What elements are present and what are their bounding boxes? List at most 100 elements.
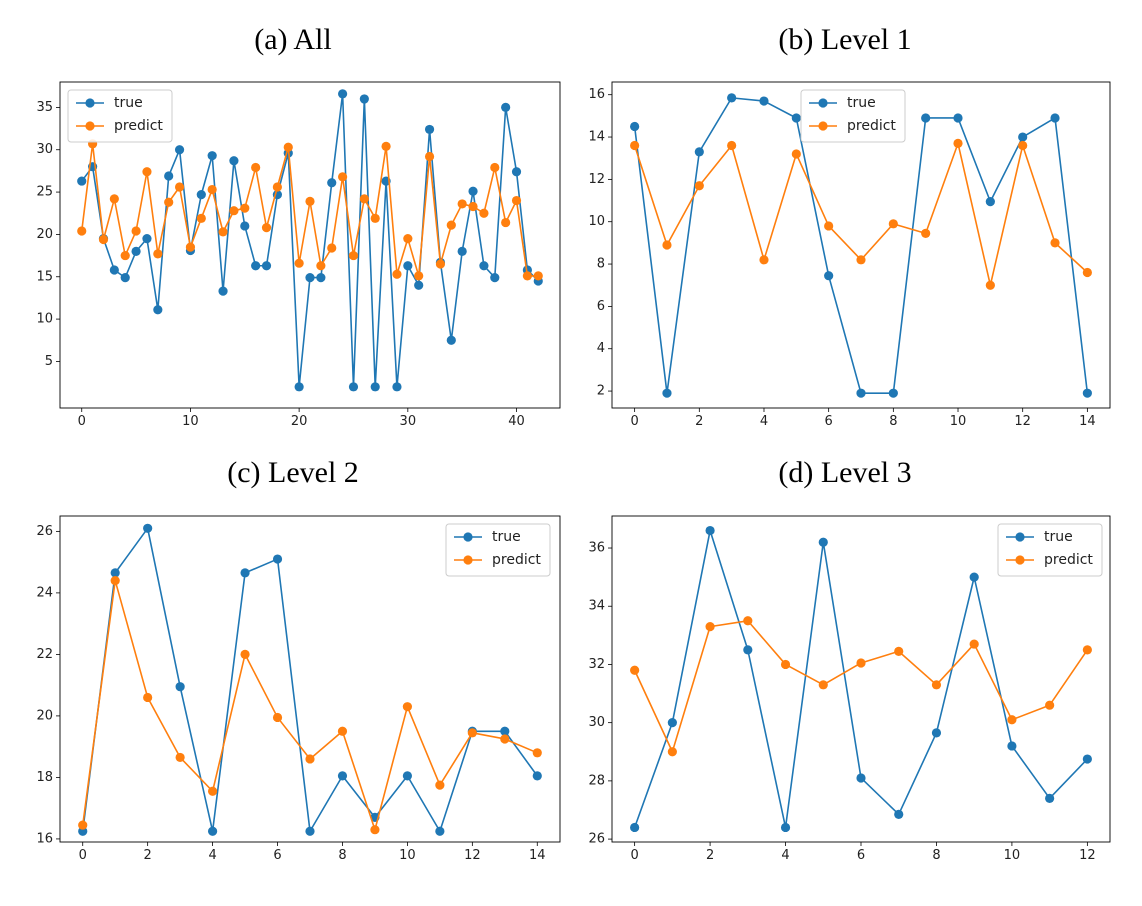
data-point-true — [359, 94, 369, 104]
data-point-predict — [435, 780, 445, 790]
data-point-predict — [931, 680, 942, 690]
x-tick-label: 6 — [825, 414, 833, 429]
y-tick-label: 16 — [588, 87, 605, 102]
data-point-true — [667, 718, 677, 728]
data-point-predict — [424, 151, 435, 162]
data-point-predict — [468, 201, 478, 212]
data-point-true — [921, 113, 931, 123]
data-point-predict — [164, 197, 174, 207]
y-tick-label: 2 — [597, 384, 605, 399]
data-point-predict — [446, 220, 456, 230]
data-point-true — [457, 246, 467, 256]
x-tick-label: 0 — [78, 414, 86, 429]
data-point-true — [894, 809, 904, 819]
data-point-predict — [743, 616, 753, 626]
subplot-title: (d) Level 3 — [778, 456, 911, 489]
x-tick-label: 30 — [400, 414, 417, 429]
data-point-predict — [1082, 645, 1092, 655]
data-point-predict — [305, 754, 315, 764]
y-tick-label: 15 — [36, 269, 53, 284]
data-point-true — [759, 96, 769, 106]
data-point-true — [337, 771, 348, 781]
data-point-true — [402, 771, 413, 781]
y-tick-label: 4 — [597, 341, 605, 356]
data-point-true — [501, 102, 511, 113]
data-point-predict — [392, 269, 402, 279]
data-point-true — [305, 826, 315, 836]
legend-marker-predict — [85, 121, 95, 131]
data-point-true — [511, 167, 522, 177]
legend-marker-predict — [463, 555, 473, 565]
data-point-true — [424, 124, 435, 135]
legend-marker-true — [85, 98, 95, 108]
x-tick-label: 10 — [1004, 848, 1021, 863]
data-point-true — [305, 273, 315, 283]
data-point-predict — [131, 226, 141, 236]
data-point-true — [780, 822, 791, 833]
subplot-1: (a) All 0 10 20 30 40 5 10 15 20 25 30 35 true predict — [36, 23, 561, 429]
data-point-predict — [338, 172, 348, 182]
y-tick-label: 20 — [36, 708, 53, 723]
y-tick-label: 35 — [36, 100, 53, 115]
data-point-true — [468, 186, 478, 196]
subplot-title: (c) Level 2 — [227, 456, 359, 489]
data-point-predict — [780, 659, 791, 670]
data-point-true — [985, 197, 995, 207]
legend: true predict — [997, 523, 1103, 577]
data-point-true — [229, 156, 239, 166]
y-tick-label: 30 — [588, 715, 605, 730]
y-tick-label: 26 — [36, 524, 53, 539]
data-point-true — [953, 113, 963, 123]
y-tick-label: 16 — [36, 831, 53, 846]
data-point-predict — [414, 271, 424, 281]
data-point-predict — [207, 184, 217, 195]
data-point-true — [175, 682, 185, 692]
data-point-predict — [894, 646, 904, 656]
data-point-predict — [1045, 700, 1055, 710]
data-point-true — [240, 221, 250, 231]
x-tick-label: 40 — [508, 414, 525, 429]
y-tick-label: 36 — [588, 541, 605, 556]
x-tick-label: 6 — [273, 848, 281, 863]
data-point-true — [630, 121, 640, 132]
data-point-predict — [218, 227, 228, 237]
data-point-predict — [1050, 238, 1060, 248]
y-tick-label: 24 — [36, 585, 53, 600]
data-point-true — [969, 572, 979, 582]
data-point-true — [856, 388, 866, 398]
legend-label-predict: predict — [114, 118, 163, 134]
y-tick-label: 8 — [597, 257, 605, 272]
data-point-true — [662, 388, 672, 398]
data-point-true — [196, 190, 206, 200]
subplot-title: (b) Level 1 — [778, 23, 911, 56]
data-point-predict — [185, 242, 196, 252]
legend: true predict — [445, 523, 551, 577]
data-point-true — [818, 537, 828, 547]
data-point-predict — [501, 217, 511, 228]
data-point-true — [327, 178, 337, 188]
data-point-predict — [824, 221, 834, 231]
y-tick-label: 26 — [588, 832, 605, 847]
y-tick-label: 10 — [36, 312, 53, 327]
data-point-predict — [327, 243, 337, 253]
data-point-true — [251, 261, 261, 271]
data-point-predict — [109, 194, 119, 204]
y-tick-label: 14 — [588, 130, 605, 145]
subplot-4: (d) Level 3 0 2 4 6 8 10 12 26 28 30 32 34 36 true pred… — [588, 456, 1111, 863]
data-point-predict — [490, 162, 500, 173]
x-tick-label: 2 — [695, 414, 703, 429]
data-point-predict — [381, 141, 391, 151]
y-tick-label: 6 — [597, 299, 605, 314]
data-point-true — [490, 273, 500, 283]
legend-marker-predict — [1015, 555, 1025, 565]
legend-label-predict: predict — [492, 552, 541, 568]
data-point-predict — [457, 199, 467, 209]
data-point-predict — [294, 258, 304, 268]
data-point-predict — [175, 752, 185, 763]
legend-marker-true — [463, 532, 473, 542]
data-point-true — [316, 273, 326, 283]
x-tick-label: 14 — [529, 848, 546, 863]
data-point-true — [532, 771, 542, 781]
series-line-predict — [633, 619, 1089, 753]
data-point-true — [1007, 741, 1017, 751]
